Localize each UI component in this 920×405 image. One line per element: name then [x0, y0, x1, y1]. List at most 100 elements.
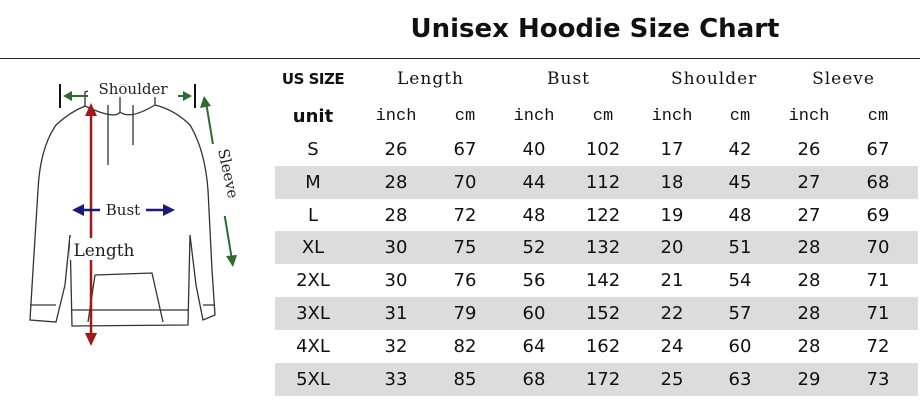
length-arrow: Length	[70, 103, 140, 346]
value-cell: 28	[797, 335, 821, 357]
size-cell: S	[307, 139, 319, 160]
value-cell: 75	[453, 237, 477, 259]
value-cell: 28	[797, 270, 821, 292]
value-cell: 24	[660, 335, 684, 357]
value-cell: 26	[797, 139, 821, 160]
value-cell: 76	[453, 270, 477, 292]
value-cell: 70	[453, 171, 477, 193]
value-cell: 56	[522, 270, 546, 292]
value-cell: 82	[453, 335, 477, 357]
bust-label: Bust	[106, 201, 140, 219]
value-cell: 30	[384, 270, 408, 292]
value-cell: 172	[585, 368, 621, 390]
unit-column-header: unit	[292, 106, 334, 127]
value-cell: 45	[728, 171, 752, 193]
value-cell: 71	[866, 303, 890, 324]
value-cell: 68	[522, 368, 546, 390]
value-cell: 57	[728, 303, 752, 324]
value-cell: 33	[384, 368, 408, 390]
value-cell: 30	[384, 237, 408, 259]
value-cell: 48	[728, 204, 752, 226]
value-cell: 52	[522, 237, 546, 259]
bust-arrow: Bust	[72, 200, 175, 219]
value-cell: 28	[384, 171, 408, 193]
value-cell: 48	[522, 204, 546, 226]
table-row: S 26 67 40 102 17 42 26 67	[275, 133, 918, 166]
table-row: 2XL 30 76 56 142 21 54 28 71	[275, 264, 918, 297]
value-cell: 72	[866, 335, 890, 357]
value-cell: 72	[453, 204, 477, 226]
value-cell: 28	[797, 237, 821, 259]
size-cell: 3XL	[296, 303, 330, 324]
value-cell: 142	[585, 270, 621, 292]
value-cell: 102	[585, 139, 621, 160]
measure-header: Sleeve	[812, 69, 875, 89]
value-cell: 67	[866, 139, 890, 160]
length-label: Length	[74, 241, 135, 261]
table-row: 5XL 33 85 68 172 25 63 29 73	[275, 362, 918, 396]
measure-header: Shoulder	[671, 69, 758, 89]
size-cell: 4XL	[296, 335, 330, 357]
value-cell: 27	[797, 204, 821, 226]
value-cell: 22	[660, 303, 684, 324]
divider	[0, 58, 920, 59]
value-cell: 112	[585, 171, 621, 193]
size-cell: XL	[301, 237, 325, 259]
value-cell: 51	[728, 237, 752, 259]
size-cell: L	[307, 204, 319, 226]
value-cell: 32	[384, 335, 408, 357]
value-cell: 19	[660, 204, 684, 226]
value-cell: 132	[585, 237, 621, 259]
shoulder-arrow: Shoulder	[59, 80, 196, 108]
value-cell: 29	[797, 368, 821, 390]
value-cell: 28	[384, 204, 408, 226]
value-cell: 25	[660, 368, 684, 390]
shoulder-label: Shoulder	[98, 80, 168, 98]
value-cell: 122	[585, 204, 621, 226]
table-row: XL 30 75 52 132 20 51 28 70	[275, 231, 918, 265]
size-cell: 2XL	[296, 270, 330, 292]
value-cell: 71	[866, 270, 890, 292]
value-cell: 28	[797, 303, 821, 324]
value-cell: 27	[797, 171, 821, 193]
value-cell: 85	[453, 368, 477, 390]
header-row-units: unit inch cm inch cm inch cm inch cm	[275, 100, 918, 133]
value-cell: 42	[728, 139, 752, 160]
table-row: L 28 72 48 122 19 48 27 69	[275, 199, 918, 232]
measure-header: Length	[397, 69, 464, 89]
unit-header: cm	[592, 107, 614, 126]
value-cell: 70	[866, 237, 890, 259]
size-cell: M	[305, 171, 321, 193]
value-cell: 60	[728, 335, 752, 357]
unit-header: inch	[375, 107, 417, 126]
value-cell: 21	[660, 270, 684, 292]
value-cell: 79	[453, 303, 477, 324]
value-cell: 69	[866, 204, 890, 226]
table-row: 3XL 31 79 60 152 22 57 28 71	[275, 297, 918, 330]
size-cell: 5XL	[296, 368, 330, 390]
table-row: M 28 70 44 112 18 45 27 68	[275, 165, 918, 199]
unit-header: inch	[513, 107, 555, 126]
value-cell: 44	[522, 171, 546, 193]
page-title: Unisex Hoodie Size Chart	[410, 14, 780, 44]
value-cell: 40	[522, 139, 546, 160]
value-cell: 17	[660, 139, 684, 160]
value-cell: 18	[660, 171, 684, 193]
value-cell: 31	[384, 303, 408, 324]
value-cell: 152	[585, 303, 621, 324]
value-cell: 54	[728, 270, 752, 292]
value-cell: 68	[866, 171, 890, 193]
value-cell: 20	[660, 237, 684, 259]
value-cell: 60	[522, 303, 546, 324]
value-cell: 73	[866, 368, 890, 390]
unit-header: cm	[867, 107, 889, 126]
unit-header: inch	[651, 107, 693, 126]
value-cell: 26	[384, 139, 408, 160]
size-column-header: US SIZE	[281, 70, 345, 88]
sleeve-arrow: Sleeve	[200, 96, 242, 267]
value-cell: 162	[585, 335, 621, 357]
unit-header: cm	[454, 107, 476, 126]
measure-header: Bust	[547, 69, 590, 89]
hoodie-diagram: Shoulder Sleeve Length Bust	[29, 80, 242, 346]
unit-header: cm	[729, 107, 751, 126]
